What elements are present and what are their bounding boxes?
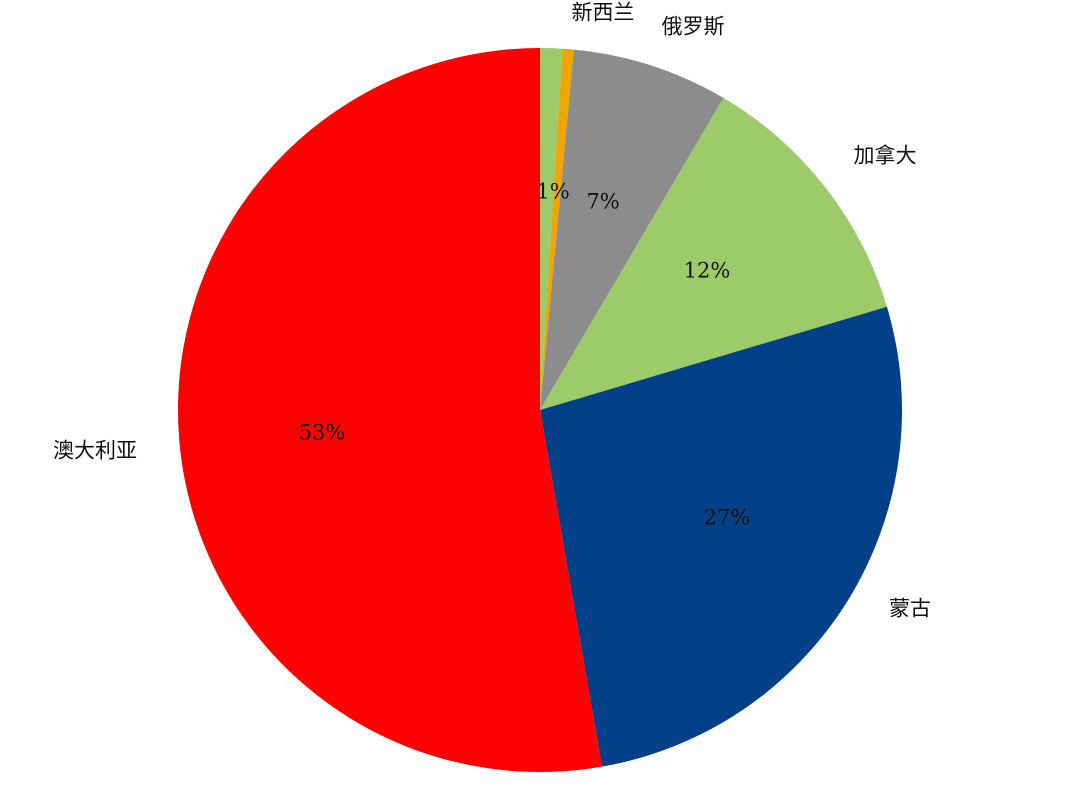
pie-slice xyxy=(540,48,563,410)
slice-value-label: 1% xyxy=(536,180,569,204)
slice-category-label: 加拿大 xyxy=(854,144,917,168)
slice-category-label: 俄罗斯 xyxy=(662,15,725,39)
slice-category-label: 澳大利亚 xyxy=(53,439,137,463)
slice-category-label: 新西兰 xyxy=(572,1,635,25)
pie-slice xyxy=(540,49,724,410)
pie-slice xyxy=(178,48,602,772)
slice-value-label: 12% xyxy=(684,259,731,283)
slice-value-label: 53% xyxy=(299,421,346,445)
slice-value-label: 27% xyxy=(704,506,751,530)
pie-slice xyxy=(540,48,574,410)
pie-slice xyxy=(540,97,887,411)
slice-category-label: 蒙古 xyxy=(889,597,931,621)
pie-slice xyxy=(540,306,902,767)
slice-value-label: 7% xyxy=(586,190,619,214)
